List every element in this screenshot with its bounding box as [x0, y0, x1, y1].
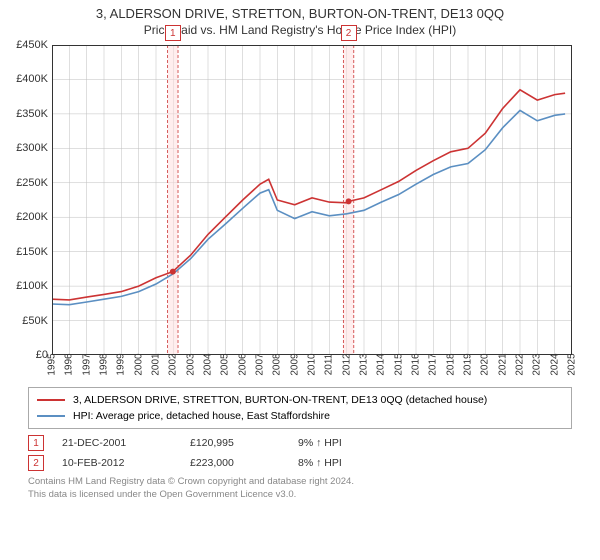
x-axis-tick-label: 2000: [133, 353, 144, 375]
sale-date: 10-FEB-2012: [62, 457, 172, 469]
page-title: 3, ALDERSON DRIVE, STRETTON, BURTON-ON-T…: [0, 0, 600, 21]
x-axis-tick-label: 2019: [463, 353, 474, 375]
x-axis-tick-label: 1999: [116, 353, 127, 375]
x-axis-tick-label: 2014: [376, 353, 387, 375]
footer-attribution: Contains HM Land Registry data © Crown c…: [28, 475, 572, 501]
legend-label: 3, ALDERSON DRIVE, STRETTON, BURTON-ON-T…: [73, 392, 487, 408]
footer-line-2: This data is licensed under the Open Gov…: [28, 488, 572, 501]
footer-line-1: Contains HM Land Registry data © Crown c…: [28, 475, 572, 488]
sale-row-1: 1 21-DEC-2001 £120,995 9% ↑ HPI: [28, 433, 572, 453]
x-axis-tick-label: 2017: [428, 353, 439, 375]
y-axis-tick-label: £300K: [0, 142, 52, 154]
x-axis-tick-label: 2013: [359, 353, 370, 375]
x-axis-tick-label: 2023: [532, 353, 543, 375]
x-axis-tick-label: 2006: [237, 353, 248, 375]
x-axis-tick-label: 2022: [515, 353, 526, 375]
x-axis-tick-label: 2015: [393, 353, 404, 375]
y-axis-tick-label: £100K: [0, 280, 52, 292]
x-axis-tick-label: 2010: [307, 353, 318, 375]
x-axis-tick-label: 2021: [497, 353, 508, 375]
x-axis-tick-label: 2008: [272, 353, 283, 375]
sale-hpi: 8% ↑ HPI: [298, 457, 388, 469]
page-subtitle: Price paid vs. HM Land Registry's House …: [0, 21, 600, 41]
x-axis-tick-label: 1997: [81, 353, 92, 375]
x-axis-tick-label: 2018: [445, 353, 456, 375]
x-axis-tick-label: 1996: [64, 353, 75, 375]
legend-row: HPI: Average price, detached house, East…: [37, 408, 563, 424]
x-axis-tick-label: 2024: [549, 353, 560, 375]
sale-date: 21-DEC-2001: [62, 437, 172, 449]
sale-hpi: 9% ↑ HPI: [298, 437, 388, 449]
x-axis-tick-label: 1998: [99, 353, 110, 375]
y-axis-tick-label: £250K: [0, 177, 52, 189]
x-axis-tick-label: 2025: [567, 353, 578, 375]
sale-row-2: 2 10-FEB-2012 £223,000 8% ↑ HPI: [28, 453, 572, 473]
y-axis-tick-label: £50K: [0, 315, 52, 327]
x-axis-tick-label: 2011: [324, 354, 335, 376]
x-axis-tick-label: 2002: [168, 353, 179, 375]
x-axis-tick-label: 2020: [480, 353, 491, 375]
x-axis-tick-label: 2004: [203, 353, 214, 375]
legend-swatch: [37, 399, 65, 401]
x-axis-tick-label: 2003: [185, 353, 196, 375]
y-axis-tick-label: £350K: [0, 108, 52, 120]
sale-marker-box: 2: [28, 455, 44, 471]
x-axis-tick-label: 2001: [151, 353, 162, 375]
y-axis-tick-label: £0: [0, 349, 52, 361]
sale-marker-box: 1: [28, 435, 44, 451]
y-axis-tick-label: £150K: [0, 246, 52, 258]
chart-plot-area: £0£50K£100K£150K£200K£250K£300K£350K£400…: [52, 45, 572, 355]
sale-price: £223,000: [190, 457, 280, 469]
y-axis-tick-label: £450K: [0, 39, 52, 51]
sale-price: £120,995: [190, 437, 280, 449]
sales-table: 1 21-DEC-2001 £120,995 9% ↑ HPI 2 10-FEB-2012…: [28, 433, 572, 473]
x-axis-tick-label: 2005: [220, 353, 231, 375]
legend: 3, ALDERSON DRIVE, STRETTON, BURTON-ON-T…: [28, 387, 572, 429]
legend-swatch: [37, 415, 65, 417]
legend-row: 3, ALDERSON DRIVE, STRETTON, BURTON-ON-T…: [37, 392, 563, 408]
x-axis-tick-label: 2016: [411, 353, 422, 375]
legend-label: HPI: Average price, detached house, East…: [73, 408, 330, 424]
x-axis-tick-label: 2012: [341, 353, 352, 375]
x-axis-tick-label: 2007: [255, 353, 266, 375]
y-axis-tick-label: £400K: [0, 73, 52, 85]
x-axis-tick-label: 1995: [47, 353, 58, 375]
y-axis-tick-label: £200K: [0, 211, 52, 223]
x-axis-tick-label: 2009: [289, 353, 300, 375]
